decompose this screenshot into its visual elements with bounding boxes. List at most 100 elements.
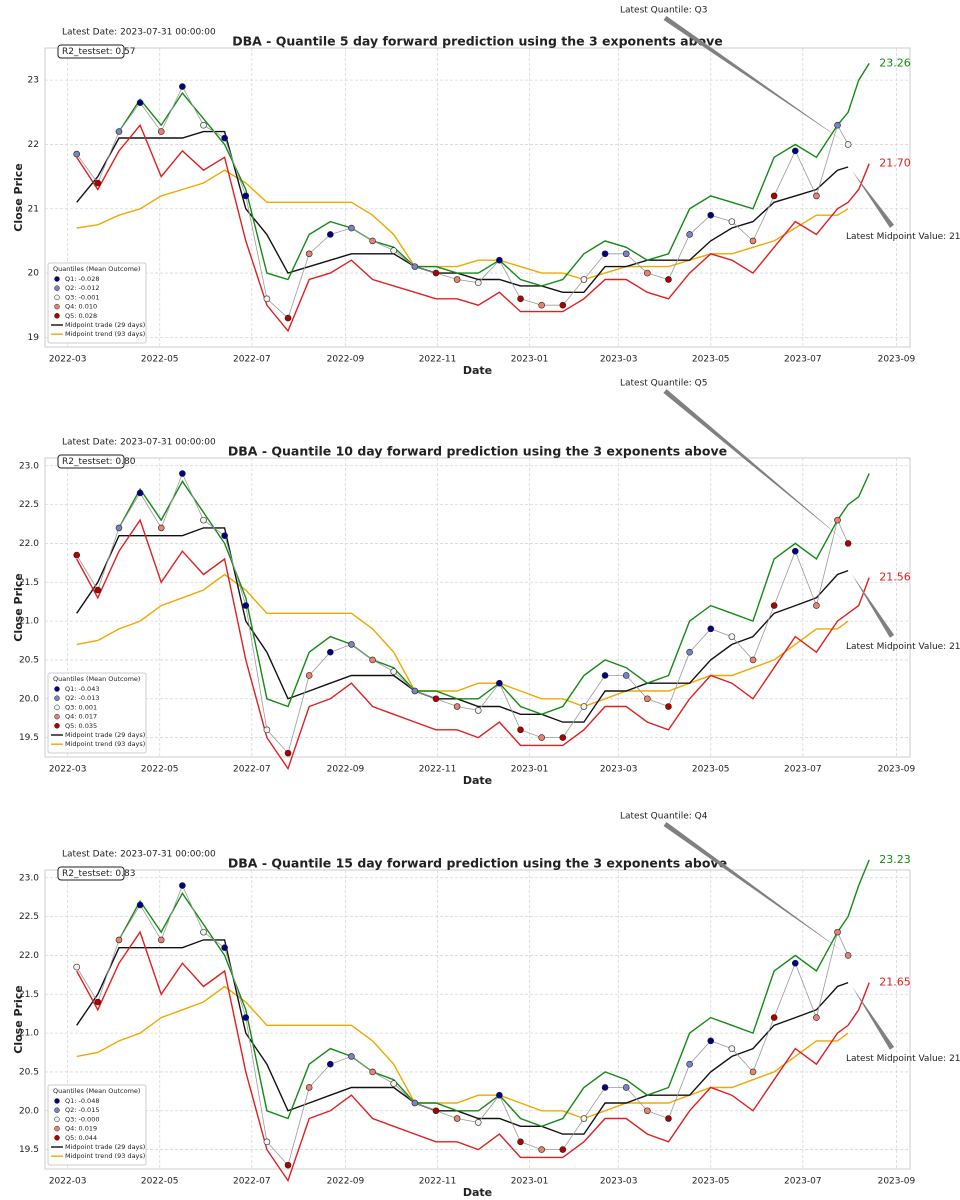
close-point (221, 944, 228, 951)
close-point (496, 256, 503, 264)
close-line (76, 472, 849, 754)
close-point (580, 703, 588, 710)
close-point (115, 128, 123, 135)
midpoint-trend-line (76, 573, 849, 708)
close-point (770, 602, 778, 609)
close-point (453, 276, 461, 283)
midpoint-trade-line (76, 527, 849, 723)
legend-label: Q5: 0.044 (65, 1134, 97, 1142)
legend-marker (54, 1107, 60, 1113)
close-point (496, 679, 503, 687)
end-label: 21.65 (879, 976, 911, 989)
close-point (348, 641, 355, 648)
x-tick-label: 2023-05 (692, 1177, 730, 1187)
end-label: 21.56 (879, 571, 911, 584)
latest-midpoint: Latest Midpoint Value: 21.65 (846, 642, 960, 652)
close-point (242, 192, 250, 200)
legend-label: Midpoint trade (29 days) (65, 321, 145, 329)
upper-line (118, 859, 870, 1128)
legend-label: Q2: -0.013 (65, 694, 99, 702)
plot-area (44, 457, 911, 758)
x-tick-label: 2023-09 (878, 1177, 916, 1187)
y-tick-label: 19.5 (19, 1145, 39, 1155)
legend-label: Q5: 0.028 (65, 312, 97, 320)
y-axis-label: Close Price (12, 163, 25, 231)
y-tick-label: 20.5 (19, 655, 39, 665)
close-point (263, 1138, 271, 1146)
latest-date: Latest Date: 2023-07-31 00:00:00 (62, 438, 216, 448)
close-point (644, 1107, 651, 1115)
close-point (770, 1014, 778, 1021)
legend-label: Midpoint trend (93 days) (65, 330, 145, 338)
y-axis-label: Close Price (12, 985, 25, 1053)
close-point (136, 489, 144, 497)
close-point (686, 1060, 693, 1068)
close-point (242, 1014, 250, 1021)
close-point (844, 540, 852, 547)
y-tick-label: 22 (28, 140, 39, 150)
close-point (284, 314, 292, 322)
close-point (728, 218, 736, 225)
y-tick-label: 20.5 (19, 1067, 39, 1077)
close-point (73, 963, 81, 971)
latest-date: Latest Date: 2023-07-31 00:00:00 (62, 28, 216, 38)
midpoint-trend-line (76, 985, 849, 1120)
end-label: 23.23 (879, 853, 911, 866)
close-point (327, 231, 334, 238)
legend-marker (54, 276, 60, 282)
legend-marker (54, 1116, 60, 1123)
close-point (348, 224, 355, 232)
close-point (94, 998, 102, 1006)
legend-marker (54, 1135, 60, 1141)
legend-label: Q1: -0.043 (65, 685, 99, 693)
x-tick-label: 2023-07 (784, 1177, 822, 1187)
close-point (284, 749, 292, 757)
lower-line (76, 930, 870, 1183)
midpoint-trade-line (76, 130, 849, 293)
annotation-arrow (852, 986, 895, 1050)
close-point (179, 470, 186, 477)
close-point (327, 1060, 334, 1068)
r2-box (57, 454, 125, 469)
y-tick-label: 20.0 (19, 694, 39, 704)
close-point (327, 648, 334, 656)
close-point (369, 656, 376, 664)
close-point (844, 952, 852, 959)
legend-marker (54, 704, 60, 711)
close-point (432, 1107, 440, 1115)
close-point (559, 301, 567, 309)
close-point (305, 672, 313, 679)
close-point (686, 231, 693, 238)
close-point (834, 928, 841, 936)
close-point (157, 936, 165, 944)
x-tick-label: 2022-09 (327, 765, 365, 775)
y-tick-label: 19 (28, 333, 40, 343)
chart-title: DBA - Quantile 15 day forward prediction… (228, 856, 727, 871)
x-tick-label: 2022-07 (233, 1177, 271, 1187)
x-tick-label: 2023-01 (511, 765, 549, 775)
x-tick-label: 2022-11 (419, 1177, 457, 1187)
x-tick-label: 2023-01 (511, 1177, 549, 1187)
close-point (496, 1091, 503, 1099)
close-point (432, 269, 440, 277)
close-point (369, 237, 376, 245)
close-point (538, 734, 545, 741)
close-point (390, 668, 398, 675)
x-tick-label: 2023-09 (878, 765, 916, 775)
plot-area (44, 869, 911, 1170)
close-point (200, 516, 207, 524)
close-point (136, 901, 144, 909)
x-tick-label: 2023-03 (600, 765, 638, 775)
close-point (179, 882, 186, 889)
y-tick-label: 19.5 (19, 733, 39, 743)
legend-label: Midpoint trade (29 days) (65, 731, 145, 739)
x-tick-label: 2023-07 (784, 355, 822, 365)
close-point (844, 141, 852, 148)
close-point (284, 1161, 292, 1169)
annotation-arrow (663, 821, 845, 953)
legend-label: Q1: -0.048 (65, 1097, 99, 1105)
legend-label: Midpoint trend (93 days) (65, 740, 145, 748)
close-point (707, 625, 715, 633)
close-point (813, 1014, 820, 1021)
